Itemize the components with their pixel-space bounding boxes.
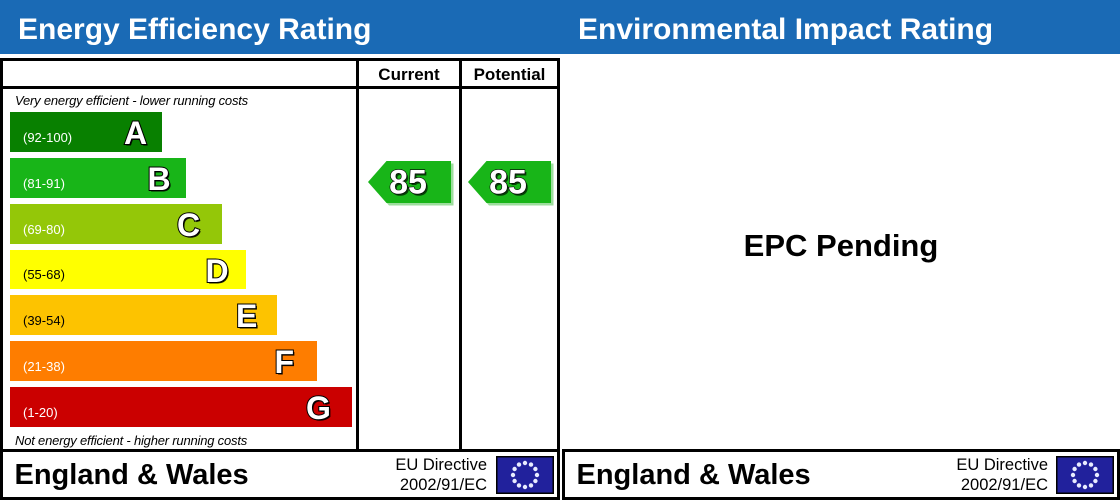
svg-text:85: 85 <box>391 165 429 203</box>
svg-text:85: 85 <box>491 165 529 203</box>
svg-text:85: 85 <box>389 164 427 202</box>
svg-text:85: 85 <box>489 164 527 202</box>
